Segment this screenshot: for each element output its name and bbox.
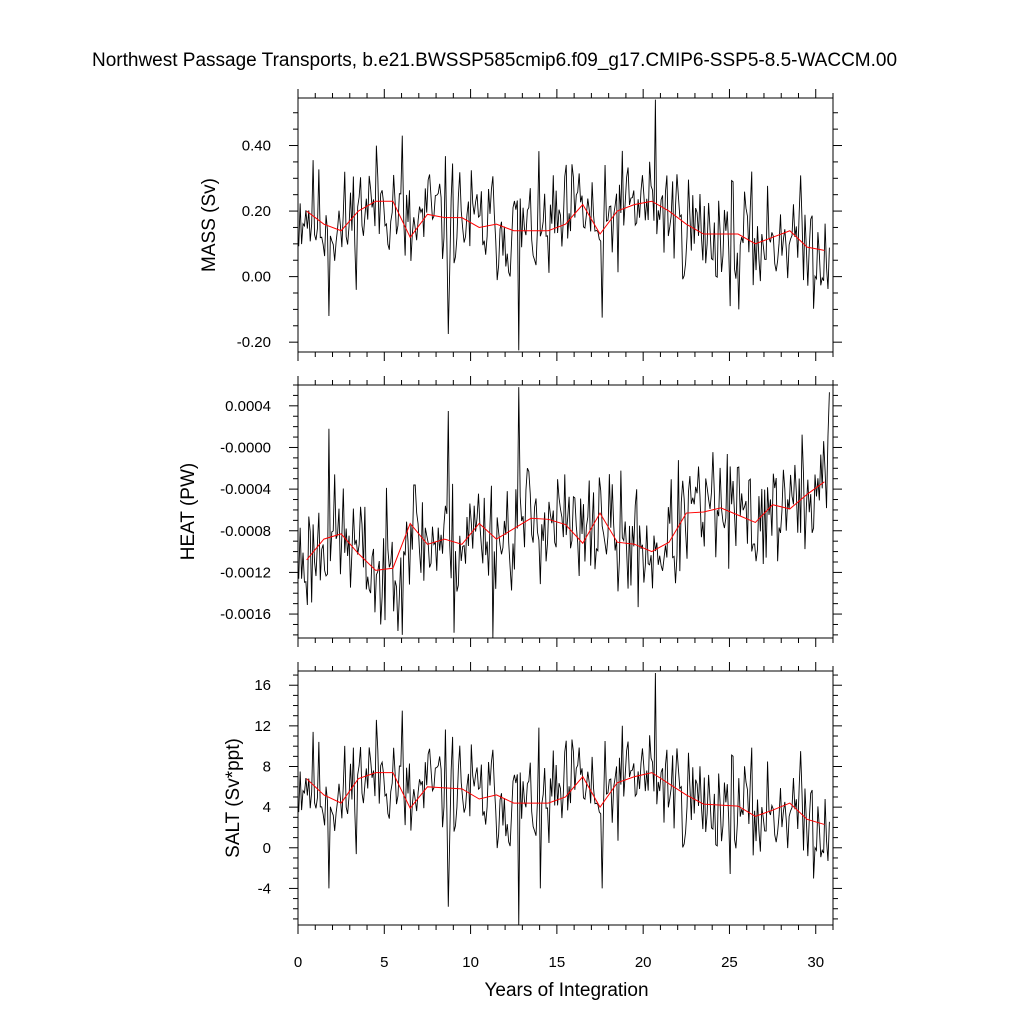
y-tick-label: 12 <box>254 718 271 735</box>
monthly-series-line <box>298 387 830 638</box>
y-tick-label: -0.0016 <box>220 606 271 623</box>
y-axis-label: MASS (Sv) <box>199 178 220 272</box>
y-tick-label: 0 <box>263 840 271 857</box>
plot-frame <box>297 384 834 639</box>
x-tick-label: 5 <box>380 954 388 971</box>
y-tick-label: -0.0004 <box>220 481 271 498</box>
x-axis-label: Years of Integration <box>484 980 648 1001</box>
y-axis-label: SALT (Sv*ppt) <box>223 738 244 858</box>
y-tick-label: -4 <box>258 880 271 897</box>
y-tick-label: 4 <box>263 799 271 816</box>
y-tick-label: 8 <box>263 759 271 776</box>
y-tick-label: 0.40 <box>242 138 271 155</box>
panel-heat: -0.0016 -0.0012 -0.0008 -0.0004 -0.0000 0.000… <box>178 376 842 647</box>
x-tick-label: 15 <box>549 954 566 971</box>
y-tick-label: -0.0012 <box>220 564 271 581</box>
x-tick-label: 10 <box>462 954 479 971</box>
x-tick-label: 0 <box>294 954 302 971</box>
y-tick-label: 16 <box>254 677 271 694</box>
x-tick-label: 20 <box>635 954 652 971</box>
plot-frame <box>297 97 834 353</box>
x-tick-label: 30 <box>807 954 824 971</box>
y-tick-label: -0.0000 <box>220 439 271 456</box>
y-tick-label: -0.20 <box>237 334 271 351</box>
chart-title: Northwest Passage Transports, b.e21.BWSS… <box>92 50 897 71</box>
y-tick-label: 0.0004 <box>225 398 271 415</box>
panel-mass: -0.20 0.00 0.20 0.40 MASS (Sv) <box>199 89 842 361</box>
y-axis-label: HEAT (PW) <box>178 463 199 560</box>
monthly-series-line <box>298 99 830 351</box>
y-tick-label: 0.00 <box>242 269 271 286</box>
monthly-series-line <box>298 673 830 925</box>
y-tick-label: -0.0008 <box>220 523 271 540</box>
panel-salt: -4 0 4 8 12 16 SALT (Sv*ppt) 0 5 10 15 20 25 30 Years … <box>223 662 842 1001</box>
x-tick-label: 25 <box>721 954 738 971</box>
y-tick-label: 0.20 <box>242 203 271 220</box>
plot-frame <box>297 670 834 926</box>
